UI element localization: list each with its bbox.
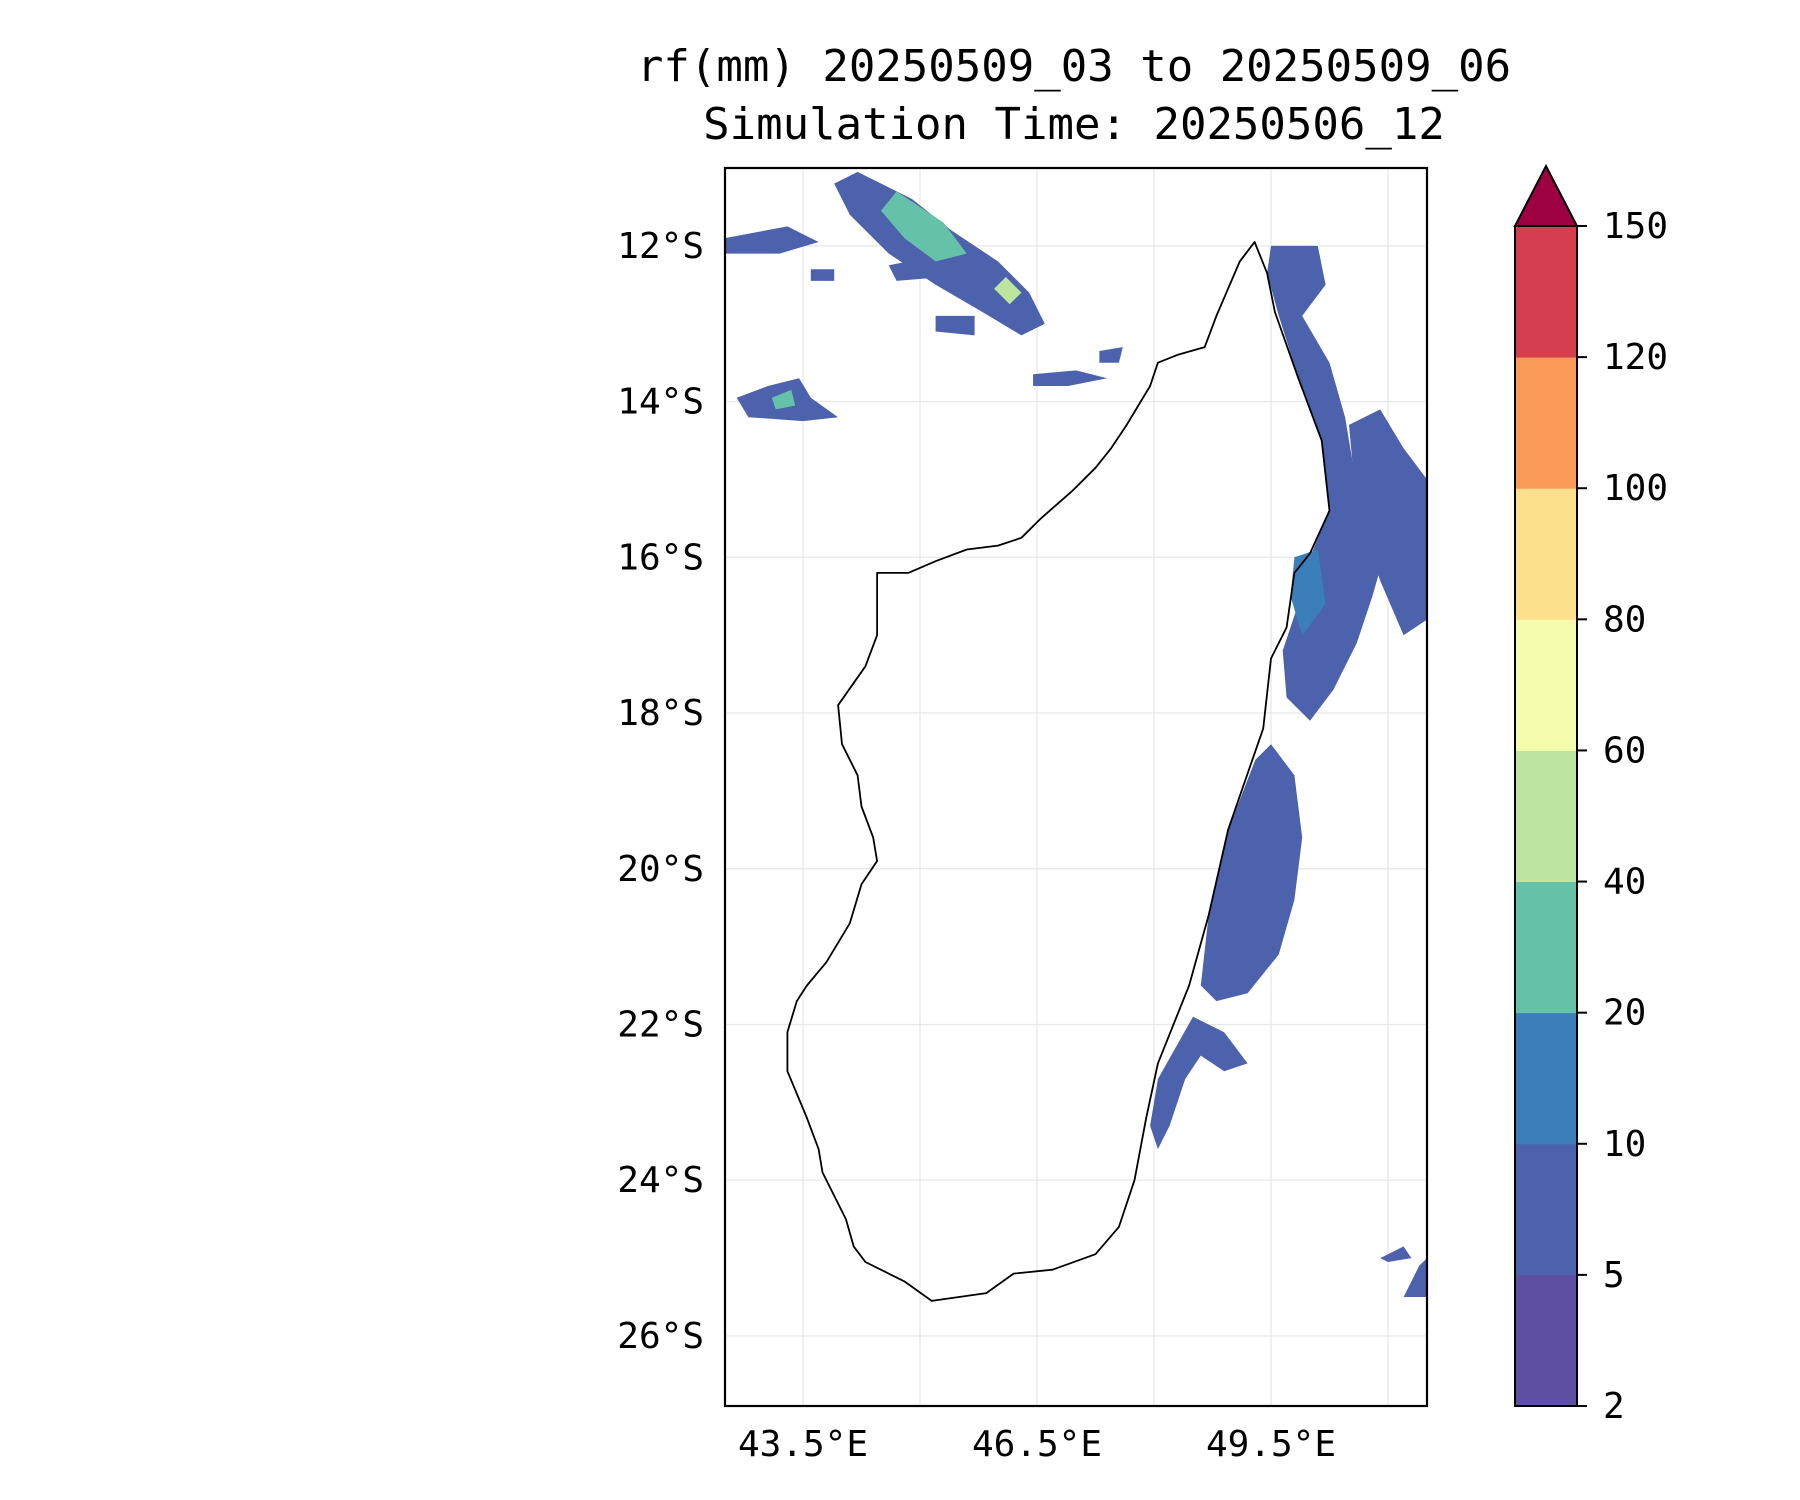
- colorbar-label-1: 5: [1603, 1255, 1625, 1296]
- lon-tick-label-2: 49.5°E: [1206, 1424, 1336, 1465]
- rain-area-16: [1403, 1258, 1427, 1297]
- rain-area-8: [771, 389, 796, 410]
- colorbar-segment-4: [1515, 750, 1577, 883]
- rain-area-13: [1290, 549, 1326, 636]
- lat-tick-label-2: 16°S: [617, 537, 704, 578]
- lat-tick-label-0: 12°S: [617, 226, 704, 267]
- map-title-line2: Simulation Time: 20250506_12: [703, 99, 1445, 150]
- lat-tick-label-5: 22°S: [617, 1004, 704, 1045]
- colorbar-label-7: 100: [1603, 468, 1668, 509]
- lat-tick-label-6: 24°S: [617, 1160, 704, 1201]
- colorbar: 2 5 10 20 40 60 80 100 120 150: [1513, 163, 1668, 1427]
- colorbar-label-2: 10: [1603, 1124, 1646, 1165]
- rain-area-6: [935, 315, 975, 336]
- colorbar-extend-arrow: [1513, 163, 1579, 227]
- rain-area-14: [1200, 744, 1303, 1002]
- rain-area-15: [1150, 1016, 1248, 1150]
- colorbar-label-6: 80: [1603, 599, 1646, 640]
- lat-tick-label-1: 14°S: [617, 382, 704, 423]
- colorbar-frame: [1514, 225, 1578, 1407]
- colorbar-label-9: 150: [1603, 206, 1668, 247]
- rain-area-5: [810, 269, 835, 281]
- coastline-path: [786, 241, 1331, 1302]
- madagascar-coastline: [786, 241, 1331, 1302]
- longitude-tick-labels: 43.5°E 46.5°E 49.5°E: [738, 1424, 1336, 1465]
- rain-area-3: [725, 226, 819, 254]
- rain-area-10: [1099, 347, 1123, 363]
- rain-area-2: [994, 277, 1022, 305]
- colorbar-segment-0: [1515, 1274, 1577, 1407]
- colorbar-label-5: 60: [1603, 730, 1646, 771]
- colorbar-label-4: 40: [1603, 862, 1646, 903]
- rain-area-17: [1380, 1246, 1412, 1262]
- rain-area-4: [888, 257, 944, 281]
- colorbar-label-0: 2: [1603, 1386, 1625, 1427]
- colorbar-segment-7: [1515, 357, 1577, 489]
- colorbar-segment-8: [1515, 226, 1577, 358]
- colorbar-segment-3: [1515, 881, 1577, 1014]
- lon-tick-label-1: 46.5°E: [972, 1424, 1102, 1465]
- rain-area-9: [1033, 370, 1108, 386]
- latitude-tick-labels: 12°S 14°S 16°S 18°S 20°S 22°S 24°S 26°S: [617, 226, 704, 1357]
- lat-tick-label-4: 20°S: [617, 849, 704, 890]
- colorbar-segment-1: [1515, 1143, 1577, 1276]
- colorbar-segment-2: [1515, 1012, 1577, 1145]
- colorbar-segment-5: [1515, 619, 1577, 751]
- map-frame: [723, 166, 1429, 1408]
- lat-tick-label-7: 26°S: [617, 1316, 704, 1357]
- rainfall-contours: [725, 171, 1427, 1297]
- lon-tick-label-0: 43.5°E: [738, 1424, 868, 1465]
- rain-area-1: [881, 191, 967, 262]
- rain-area-11: [1267, 245, 1388, 721]
- colorbar-label-8: 120: [1603, 337, 1668, 378]
- colorbar-label-3: 20: [1603, 993, 1646, 1034]
- map-title-line1: rf(mm) 20250509_03 to 20250509_06: [637, 41, 1511, 92]
- rain-area-12: [1349, 409, 1427, 636]
- lat-tick-label-3: 18°S: [617, 693, 704, 734]
- colorbar-segment-6: [1515, 488, 1577, 620]
